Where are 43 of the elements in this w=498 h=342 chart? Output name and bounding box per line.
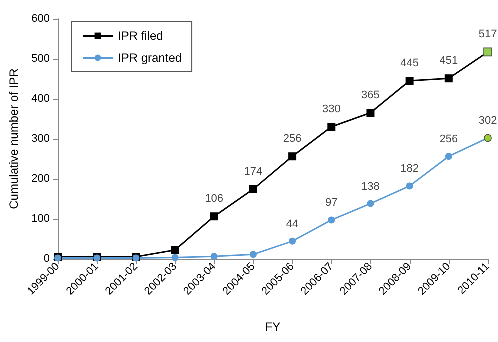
- point: [288, 152, 297, 161]
- y-tick-label: 100: [32, 213, 50, 225]
- point: [484, 48, 492, 57]
- point: [171, 246, 180, 254]
- point: [328, 123, 336, 131]
- data-label: 517: [478, 28, 498, 40]
- data-label: 182: [400, 163, 419, 176]
- x-axis-title: FY: [265, 320, 281, 334]
- point: [484, 134, 492, 142]
- data-label: 44: [286, 218, 299, 230]
- y-tick-label: 400: [32, 93, 50, 105]
- data-label: 451: [440, 55, 458, 68]
- point: [328, 216, 336, 224]
- point: [210, 253, 218, 260]
- point: [445, 153, 452, 160]
- point: [367, 200, 374, 208]
- point: [249, 185, 258, 194]
- data-label: 445: [400, 58, 419, 70]
- data-label: 138: [362, 180, 380, 193]
- point: [406, 77, 414, 85]
- data-label: 256: [283, 133, 302, 146]
- y-tick-label: 0: [44, 253, 50, 265]
- y-tick-label: 600: [32, 13, 50, 25]
- data-label: 97: [326, 197, 338, 210]
- y-tick-label: 500: [32, 53, 50, 65]
- point: [444, 74, 453, 83]
- y-tick-label: 200: [32, 173, 50, 185]
- point: [406, 182, 414, 190]
- point: [210, 212, 218, 221]
- data-label: 174: [244, 166, 263, 178]
- data-label: 302: [478, 114, 498, 127]
- legend-label: IPR filed: [118, 29, 164, 43]
- point: [289, 238, 296, 245]
- legend-label: IPR granted: [118, 51, 182, 65]
- y-tick-label: 300: [32, 133, 50, 145]
- data-label: 365: [362, 90, 380, 102]
- point: [172, 254, 179, 262]
- point: [366, 109, 375, 117]
- point: [250, 251, 257, 258]
- y-axis-title: Cumulative number of IPR: [7, 68, 21, 210]
- data-label: 330: [322, 104, 341, 116]
- data-label: 106: [205, 193, 224, 206]
- data-label: 256: [440, 134, 458, 146]
